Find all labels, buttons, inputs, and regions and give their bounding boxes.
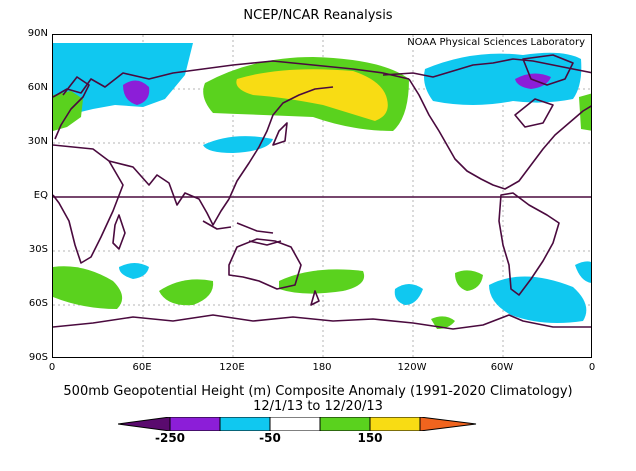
colorbar (118, 417, 477, 431)
colorbar-white (269, 417, 321, 431)
caption-dates: 12/1/13 to 12/20/13 (253, 399, 383, 414)
x-tick-60e: 60E (132, 362, 152, 373)
x-tick-60w: 60W (490, 362, 514, 373)
blue-anomaly-north-atlantic (53, 43, 193, 115)
green-anomaly-atlantic-edge (579, 93, 591, 131)
map-title: NCEP/NCAR Reanalysis (243, 8, 393, 23)
green-anomaly-europe (53, 91, 83, 131)
x-tick-120w: 120W (397, 362, 427, 373)
green-anomaly-south-america (455, 270, 483, 291)
blue-anomaly-south-indian (119, 263, 149, 279)
blue-anomaly-north-america (424, 52, 582, 105)
y-tick-eq: EQ (33, 190, 48, 201)
yellow-anomaly-pacific (236, 69, 388, 121)
y-tick-30n: 30N (27, 136, 48, 147)
green-anomaly-south-atlantic (53, 266, 123, 309)
colorbar-arrow-low (118, 417, 171, 431)
colorbar-label-neg250: -250 (154, 431, 186, 445)
colorbar-blue (219, 417, 271, 431)
green-anomaly-south-pacific (279, 269, 365, 294)
colorbar-yellow (369, 417, 421, 431)
colorbar-arrow-high (419, 417, 477, 431)
purple-anomaly-labrador (515, 73, 551, 89)
map-canvas (53, 35, 591, 357)
colorbar-green (319, 417, 371, 431)
blue-anomaly-east-asia (203, 136, 273, 153)
green-anomaly-south-indian (159, 279, 214, 306)
colorbar-purple (169, 417, 221, 431)
y-tick-90s: 90S (28, 352, 48, 363)
purple-anomaly-north-atlantic (123, 80, 150, 105)
x-tick-0: 0 (48, 362, 56, 373)
caption-title: 500mb Geopotential Height (m) Composite … (63, 384, 573, 399)
colorbar-label-neg50: -50 (259, 431, 281, 445)
y-tick-60s: 60S (28, 298, 48, 309)
y-tick-60n: 60N (27, 82, 48, 93)
coastlines (53, 54, 591, 330)
x-tick-180: 180 (312, 362, 332, 373)
blue-anomaly-south-pacific (394, 284, 423, 305)
colorbar-label-150: 150 (357, 431, 383, 445)
blue-anomaly-south-atlantic (489, 276, 587, 323)
y-tick-90n: 90N (27, 28, 48, 39)
blue-anomaly-east-edge (575, 261, 591, 283)
anomaly-contours (53, 43, 591, 329)
y-tick-30s: 30S (28, 244, 48, 255)
x-tick-0-end: 0 (588, 362, 596, 373)
credit-label: NOAA Physical Sciences Laboratory (405, 37, 587, 48)
x-tick-120e: 120E (219, 362, 245, 373)
anomaly-map: NOAA Physical Sciences Laboratory (52, 34, 592, 358)
